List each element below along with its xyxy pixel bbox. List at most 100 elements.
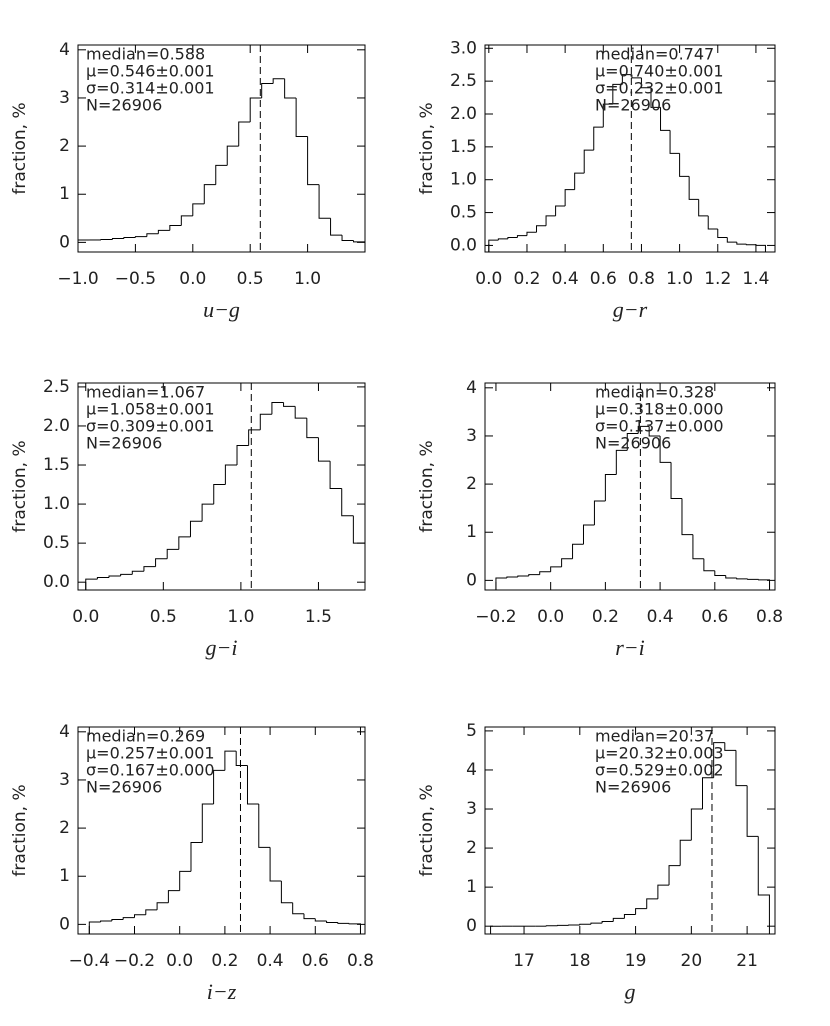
x-tick-label: 0.6: [590, 269, 617, 289]
histogram-step: [202, 804, 213, 843]
histogram-step: [507, 577, 518, 578]
y-tick-label: 2: [59, 818, 70, 838]
histogram-step: [225, 465, 237, 485]
histogram-step: [591, 923, 602, 924]
stat-annotation: N=26906: [595, 434, 671, 453]
x-tick-label: 18: [569, 951, 591, 971]
x-tick-label: −0.4: [69, 951, 110, 971]
y-tick-label: 5: [466, 721, 477, 741]
histogram-step: [319, 185, 330, 219]
y-tick-label: 1.5: [43, 455, 70, 475]
histogram-step: [602, 922, 613, 924]
histogram-step: [498, 239, 508, 240]
x-tick-label: 17: [513, 951, 535, 971]
histogram-step: [353, 516, 365, 543]
histogram-step: [556, 206, 566, 216]
x-tick-label: 0.6: [302, 951, 329, 971]
y-tick-label: 2.5: [43, 377, 70, 397]
histogram-step: [225, 751, 236, 770]
y-tick-label: 0.0: [43, 572, 70, 592]
histogram-step: [295, 406, 307, 418]
histogram-step: [216, 165, 227, 184]
histogram-step: [78, 240, 89, 252]
histogram-step: [249, 430, 261, 446]
y-tick-label: 3: [59, 88, 70, 108]
histogram-step: [156, 559, 168, 567]
histogram-step: [736, 750, 747, 785]
histogram-step: [575, 173, 585, 189]
histogram-step: [573, 544, 584, 558]
histogram-step: [318, 438, 330, 461]
histogram-step: [284, 403, 296, 407]
y-tick-label: 1: [466, 522, 477, 542]
histogram-step: [272, 403, 284, 415]
histogram-step: [315, 919, 326, 921]
y-tick-label: 1.0: [450, 170, 477, 190]
histogram-step: [518, 576, 529, 577]
histogram-step: [546, 216, 556, 226]
histogram-step: [308, 136, 319, 184]
histogram-step: [636, 909, 647, 915]
x-tick-label: 1.4: [742, 269, 769, 289]
histogram-step: [342, 488, 354, 515]
histogram-step: [101, 921, 112, 922]
x-tick-label: −1.0: [57, 269, 98, 289]
histogram-step: [517, 236, 527, 238]
histogram-step: [562, 559, 573, 567]
histogram-step: [330, 461, 342, 488]
histogram-step: [689, 176, 699, 199]
y-tick-label: 2: [466, 838, 477, 858]
histogram-step: [605, 474, 616, 500]
y-tick-label: 2.0: [43, 416, 70, 436]
histogram-step: [527, 232, 537, 235]
histogram-step: [624, 914, 635, 918]
histogram-step: [237, 445, 249, 465]
histogram-step: [191, 843, 202, 872]
y-tick-label: 1: [59, 866, 70, 886]
y-tick-label: 1.0: [43, 494, 70, 514]
histogram-step: [262, 84, 273, 98]
x-tick-label: 0.5: [237, 269, 264, 289]
histogram-step: [725, 743, 736, 751]
x-tick-label: 21: [736, 951, 758, 971]
histogram-step: [112, 239, 123, 240]
histogram-step: [529, 575, 540, 576]
histogram-step: [144, 567, 156, 572]
y-tick-label: 4: [59, 722, 70, 742]
histogram-step: [537, 226, 547, 233]
histogram-step: [270, 847, 281, 881]
x-tick-label: −0.5: [115, 269, 156, 289]
histogram-step: [147, 234, 158, 237]
histogram-step: [179, 537, 191, 549]
histogram-step: [146, 910, 157, 915]
histogram-step: [669, 866, 680, 886]
y-axis-label: fraction, %: [10, 102, 30, 194]
histogram-step: [170, 226, 181, 231]
histogram-step: [134, 915, 145, 918]
histogram-step: [273, 79, 284, 84]
y-axis-label: fraction, %: [10, 440, 30, 532]
y-tick-label: 1.5: [450, 137, 477, 157]
x-tick-label: 0.2: [513, 269, 540, 289]
x-axis-label: i−z: [207, 979, 237, 1004]
histogram-step: [726, 576, 737, 578]
x-tick-label: 1.0: [666, 269, 693, 289]
histogram-step: [190, 521, 202, 537]
histogram-step: [293, 903, 304, 914]
histogram-step: [613, 918, 624, 921]
y-tick-label: 0: [59, 914, 70, 934]
histogram-step: [491, 926, 502, 934]
y-tick-label: 0: [466, 570, 477, 590]
x-tick-label: 0.4: [257, 951, 284, 971]
histogram-step: [691, 809, 702, 840]
histogram-step: [227, 146, 238, 165]
x-tick-label: −0.2: [475, 607, 516, 627]
histogram-step: [489, 240, 499, 252]
histogram-step: [354, 240, 365, 252]
x-tick-label: 0.0: [166, 951, 193, 971]
x-tick-label: 0.8: [347, 951, 374, 971]
histogram-step: [616, 450, 627, 474]
histogram-step: [682, 499, 693, 535]
x-tick-label: 0.4: [552, 269, 579, 289]
